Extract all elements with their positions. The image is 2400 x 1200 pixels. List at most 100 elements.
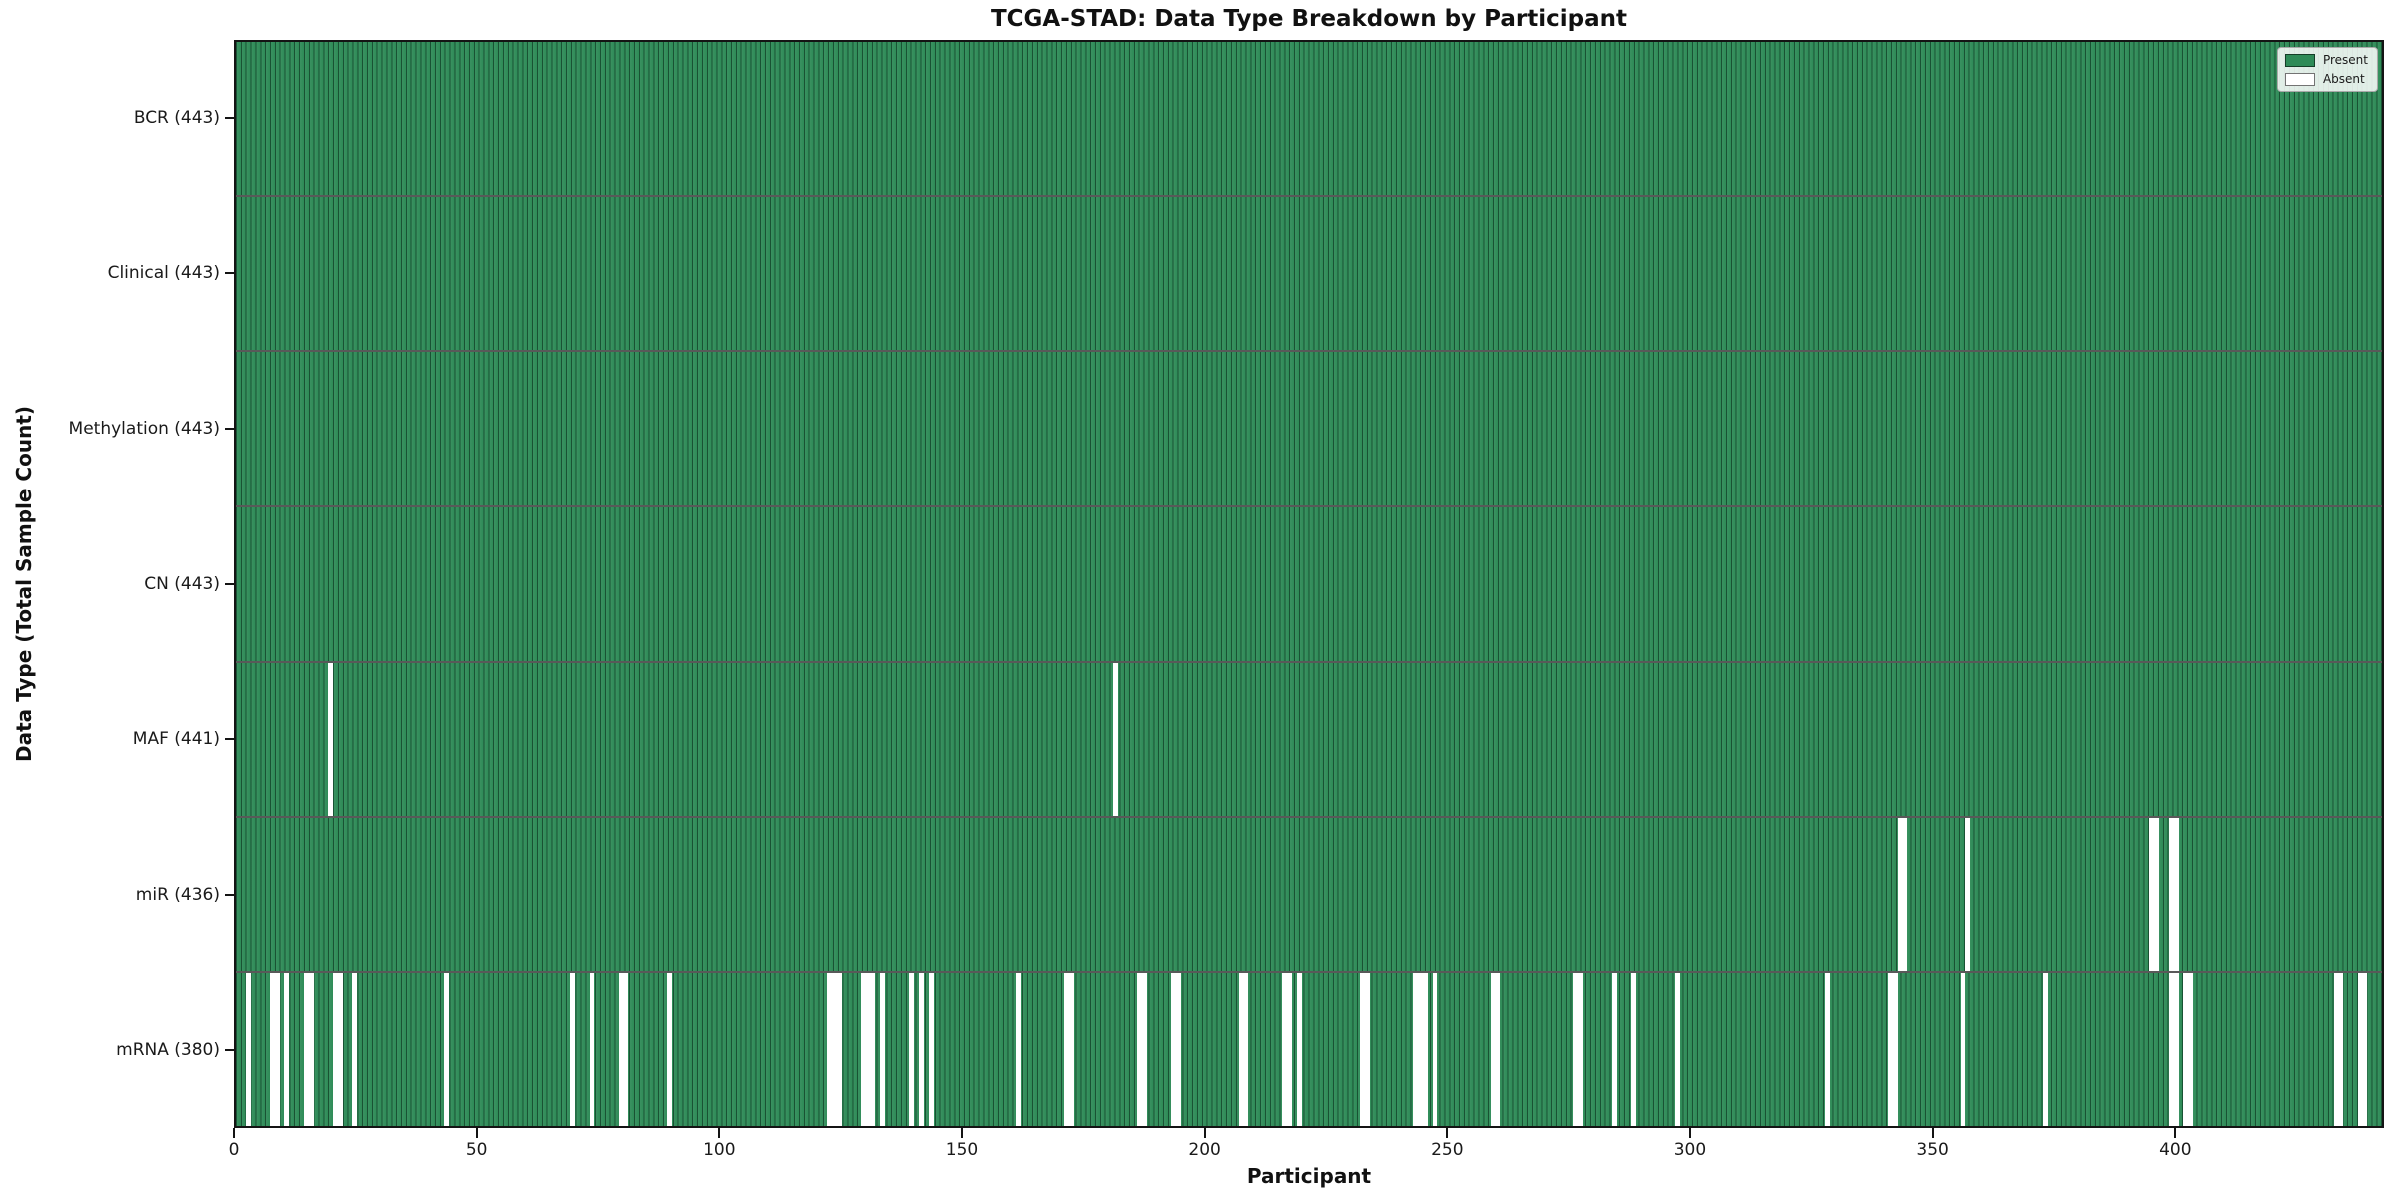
absent-bar [860,972,876,1126]
x-tick-label-50: 50 [465,1140,488,1160]
row-fill-present [236,817,2382,971]
chart-title: TCGA-STAD: Data Type Breakdown by Partic… [990,6,1627,32]
y-tick-label-BCR: BCR (443) [133,107,220,128]
absent-bar [1611,972,1617,1126]
absent-bar [909,972,915,1126]
x-tick-mark [233,1128,235,1138]
row-MAF [236,660,2382,816]
row-Methylation [236,350,2382,506]
row-BCR [236,42,2382,196]
absent-bar [1015,972,1021,1126]
y-tick-label-MAF: MAF (441) [132,729,220,750]
absent-bar [352,972,358,1126]
row-fill-present [236,42,2382,196]
absent-bar [1413,972,1428,1126]
legend-swatch-absent [2284,72,2315,86]
absent-bar [1238,972,1249,1126]
absent-bar [1965,817,1971,971]
legend-entry-present: Present [2284,53,2368,67]
absent-bar [1170,972,1181,1126]
row-fill-present [236,197,2382,351]
absent-bar [332,972,343,1126]
absent-bar [303,972,314,1126]
x-axis: 0 50 100 150 200 250 300 350 400 [229,1128,2384,1198]
y-tick-label-CN: CN (443) [144,574,220,594]
row-fill-present [236,972,2382,1126]
legend-entry-absent: Absent [2284,72,2368,86]
absent-bar [1137,972,1147,1126]
absent-bar [1960,972,1966,1126]
row-miR [236,815,2382,971]
absent-bar [2357,972,2368,1126]
absent-bar [1490,972,1501,1126]
row-CN [236,505,2382,661]
absent-bar [589,972,595,1126]
x-tick-mark [475,1128,478,1138]
absent-bar [1112,662,1118,816]
x-tick-mark [1688,1128,1691,1138]
y-tick-mark [225,116,234,119]
y-tick-mark [225,583,234,585]
absent-bar [1573,972,1583,1126]
legend-label: Present [2322,53,2368,67]
absent-bar [618,972,629,1126]
row-Clinical [236,195,2382,351]
y-tick-label-miR: miR (436) [135,884,220,905]
x-tick-label-0: 0 [228,1140,240,1160]
absent-bar [880,972,886,1126]
y-tick-label-Clinical: Clinical (443) [107,263,220,284]
absent-bar [570,972,576,1126]
absent-bar [2333,972,2344,1126]
absent-bar [826,972,842,1126]
absent-bar [1064,972,1075,1126]
x-tick-label-200: 200 [1188,1140,1221,1160]
absent-bar [1282,972,1293,1126]
row-mRNA [236,970,2382,1126]
x-tick-label-350: 350 [1916,1140,1949,1160]
x-tick-label-250: 250 [1431,1140,1464,1160]
x-tick-label-300: 300 [1673,1140,1707,1160]
absent-bar [245,972,251,1126]
x-tick-label-400: 400 [2159,1140,2192,1160]
row-fill-present [236,507,2382,661]
y-tick-mark [225,272,234,275]
y-tick-mark [225,738,234,741]
y-axis: BCR (443) Clinical (443) Methylation (443)… [0,40,234,1128]
y-tick-mark [225,893,234,896]
absent-bar [2183,972,2194,1126]
x-axis-label: Participant [1246,1164,1372,1188]
absent-bar [928,972,934,1126]
x-tick-mark [1446,1128,1449,1138]
absent-bar [1631,972,1636,1126]
absent-bar [1674,972,1680,1126]
legend-swatch-present [2284,53,2315,67]
x-tick-mark [1203,1128,1206,1138]
absent-bar [2149,817,2160,971]
legend: Present Absent [2276,47,2378,92]
absent-bar [667,972,672,1126]
absent-bar [1296,972,1302,1126]
legend-label: Absent [2322,72,2365,86]
row-fill-present [236,352,2382,506]
absent-bar [1432,972,1438,1126]
x-tick-mark [718,1128,721,1138]
x-tick-label-100: 100 [703,1140,736,1160]
absent-bar [2168,972,2179,1126]
y-tick-label-Methylation: Methylation (443) [68,418,220,439]
absent-bar [328,662,333,816]
x-tick-mark [2174,1128,2177,1138]
y-tick-mark [225,1049,234,1052]
absent-bar [1359,972,1370,1126]
y-tick-label-mRNA: mRNA (380) [116,1040,220,1061]
absent-bar [269,972,280,1126]
absent-bar [919,972,924,1126]
absent-bar [1887,972,1898,1126]
absent-bar [1897,817,1908,971]
absent-bar [284,972,290,1126]
absent-bar [2168,817,2179,971]
x-tick-mark [1931,1128,1934,1138]
y-tick-mark [225,427,234,430]
absent-bar [2042,972,2048,1126]
x-tick-mark [960,1128,963,1138]
